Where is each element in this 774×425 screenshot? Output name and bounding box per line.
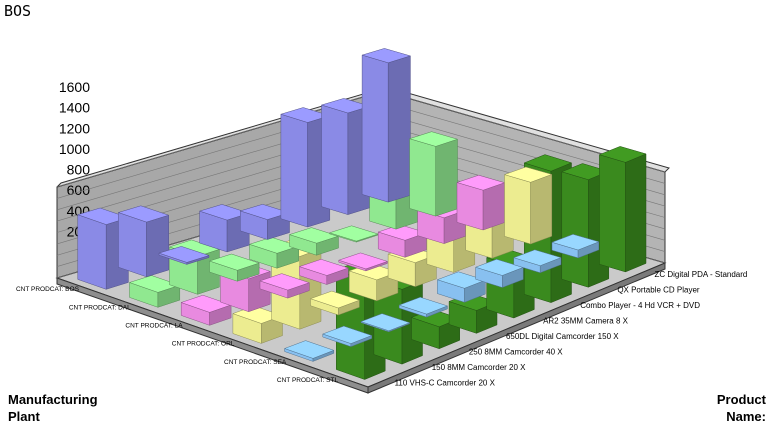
bar-side [482,182,505,231]
bar-side [387,55,411,203]
category-label: CNT PRODCAT: BOS [16,286,80,293]
y-tick-label: 600 [67,182,91,198]
bar-side [146,214,169,278]
bar-front [118,212,147,278]
bar-front [361,54,389,203]
bar-side [530,174,553,245]
product-label: 150 8MM Camcorder 20 X [432,363,526,372]
bar [513,249,562,274]
z-axis-title-line2: Name: [726,409,766,424]
bars [76,48,647,380]
bar-front [321,104,349,215]
chart-title: BOS [4,2,32,20]
bar-top [298,259,350,276]
category-label: CNT PRODCAT: LA [125,322,183,329]
bar [248,237,300,269]
category-label: CNT PRODCAT: SEA [224,359,287,366]
bar-top [598,146,647,163]
bar-top [360,313,411,332]
bar-front [77,214,107,290]
floor-edge-right [367,262,666,394]
bar-top [208,253,260,271]
bar [76,207,130,290]
bar [456,174,506,231]
bar-top [398,296,449,315]
z-axis-title-line1: Product [716,392,766,407]
y-tick-label: 800 [67,162,91,178]
product-label: AR2 35MM Camera 8 X [543,316,629,325]
bar [322,325,373,347]
bar-top [337,252,389,270]
bar-top [523,154,573,172]
bar [474,259,524,288]
bar-front [504,174,531,245]
bar [598,146,647,273]
bar-top [309,290,361,309]
z-axis-title: Product Name: [717,391,766,425]
bar [208,253,260,282]
y-tick-label: 1400 [59,100,90,116]
bar [239,204,291,240]
bar [561,163,610,288]
y-tick-label: 1600 [59,79,90,95]
category-labels: CNT PRODCAT: BOS CNT PRODCAT: DAL CNT PROD… [16,286,339,384]
x-axis-title-line1: Manufacturing [8,392,98,407]
bar [259,273,311,299]
bar-side [435,138,458,217]
product-label: Combo Player - 4 Hd VCR + DVD [580,301,700,310]
bar [298,259,350,285]
category-label: CNT PRODCAT: ORL [172,341,235,348]
bar [551,234,600,259]
product-label: 250 8MM Camcorder 40 X [469,347,563,356]
product-labels: ZC Digital PDA - Standard QX Portable CD … [395,270,748,388]
bar-front [561,171,589,288]
bar-front [599,154,626,273]
category-label: CNT PRODCAT: DAL [69,304,131,311]
bar [436,271,487,303]
bar [408,131,459,217]
bar [361,48,412,203]
bar [158,246,210,265]
bar [337,252,389,272]
bar-top [259,273,311,291]
bar-top [361,48,412,64]
bar-top [283,340,335,359]
bar-side [625,153,647,273]
bar-top [551,234,600,251]
product-label: 650DL Digital Camcorder 150 X [506,332,619,341]
bar-top [513,249,562,266]
x-axis-title: Manufacturing Plant [8,391,98,425]
bar [180,294,232,326]
bar-front [456,182,484,231]
bar-top [117,205,170,223]
product-label: 110 VHS-C Camcorder 20 X [395,378,496,387]
bar-top [158,246,210,263]
category-label: CNT PRODCAT: STL [277,377,339,384]
x-axis-title-line2: Plant [8,409,40,424]
bar [283,340,335,362]
product-label: QX Portable CD Player [617,285,700,294]
bar [128,275,181,308]
bar-top [408,131,459,147]
bar-top [503,166,553,183]
bar [309,290,361,316]
bar [117,205,170,278]
bar-front [409,138,436,217]
bar [503,166,553,245]
bar-front [280,113,308,228]
product-label: ZC Digital PDA - Standard [654,270,747,279]
y-tick-label: 1000 [59,141,90,157]
bar [360,313,411,333]
bar [288,227,340,256]
bar-top [322,325,373,344]
bar [398,296,449,318]
y-tick-label: 1200 [59,120,90,136]
